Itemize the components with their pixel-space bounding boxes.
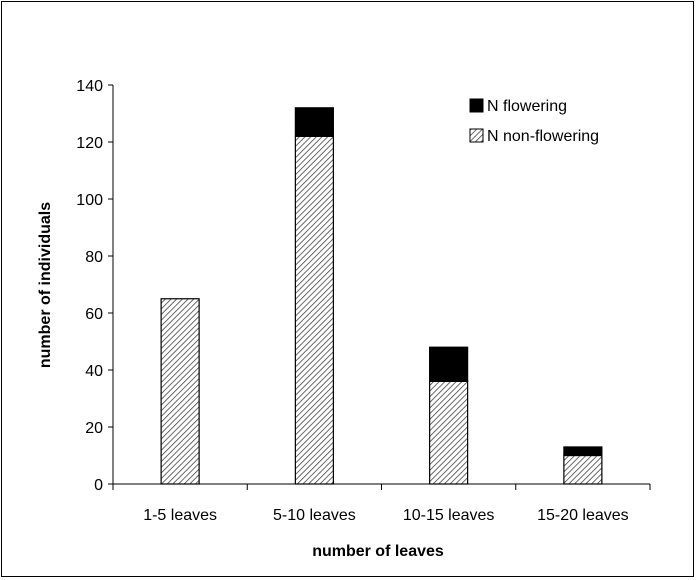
y-tick-label: 80: [85, 249, 103, 266]
bar-non-flowering: [429, 380, 469, 485]
y-tick-label: 20: [85, 420, 103, 437]
y-tick-label: 0: [94, 477, 103, 494]
x-tick-label: 10-15 leaves: [403, 507, 495, 524]
bar-non-flowering: [160, 298, 200, 485]
bar-non-flowering: [563, 454, 603, 485]
legend-swatch-flowering: [469, 98, 484, 113]
y-tick-label: 120: [76, 135, 103, 152]
y-tick-label: 60: [85, 306, 103, 323]
legend-label-flowering: N flowering: [487, 98, 567, 115]
x-tick-label: 15-20 leaves: [537, 507, 629, 524]
legend-label-non-flowering: N non-flowering: [487, 128, 599, 145]
y-tick-label: 140: [76, 78, 103, 95]
y-tick-label: 100: [76, 192, 103, 209]
bars-group: [160, 107, 603, 485]
bar-flowering: [563, 446, 603, 457]
x-axis-title: number of leaves: [312, 543, 444, 560]
bar-flowering: [294, 107, 334, 137]
legend-swatch-non-flowering: [469, 128, 484, 143]
legend: N flowering N non-flowering: [469, 98, 599, 145]
x-ticks-group: 1-5 leaves 5-10 leaves 10-15 leaves 15-20 l…: [112, 484, 651, 524]
y-ticks-group: 0 20 40 60 80 100 120 140: [76, 78, 113, 494]
bar-flowering: [429, 346, 469, 383]
x-tick-label: 5-10 leaves: [273, 507, 356, 524]
bar-non-flowering: [294, 135, 334, 485]
y-axis-title: number of individuals: [37, 202, 54, 368]
y-tick-label: 40: [85, 363, 103, 380]
x-tick-label: 1-5 leaves: [143, 507, 217, 524]
